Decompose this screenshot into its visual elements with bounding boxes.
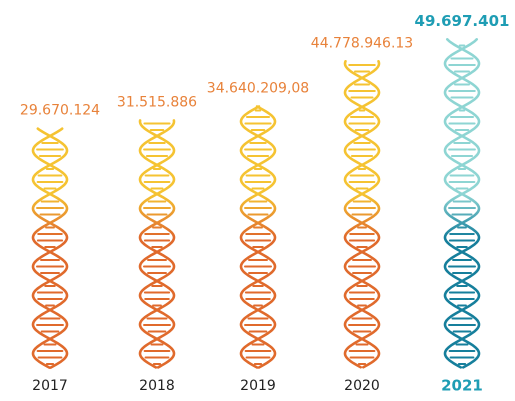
dna-bar: [445, 39, 479, 367]
dna-bar: [241, 106, 275, 367]
chart: 29.670.124 2017 31.515.886 2018 34.640.209,0…: [0, 0, 515, 401]
x-tick-label: 2017: [32, 378, 68, 394]
x-tick-label: 2020: [344, 378, 380, 394]
x-tick-label: 2019: [240, 378, 276, 394]
value-label: 29.670.124: [20, 103, 100, 119]
dna-bar: [140, 120, 174, 367]
x-tick-label: 2018: [139, 378, 175, 394]
dna-bar: [345, 61, 379, 367]
value-label: 31.515.886: [117, 94, 197, 110]
x-tick-label: 2021: [441, 377, 483, 395]
page: {"chart_data": { "type": "pictorial-bar"…: [0, 0, 515, 401]
value-label: 49.697.401: [415, 12, 510, 30]
dna-bar: [33, 129, 67, 368]
value-label: 44.778.946.13: [311, 35, 413, 51]
value-label: 34.640.209,08: [207, 80, 309, 96]
